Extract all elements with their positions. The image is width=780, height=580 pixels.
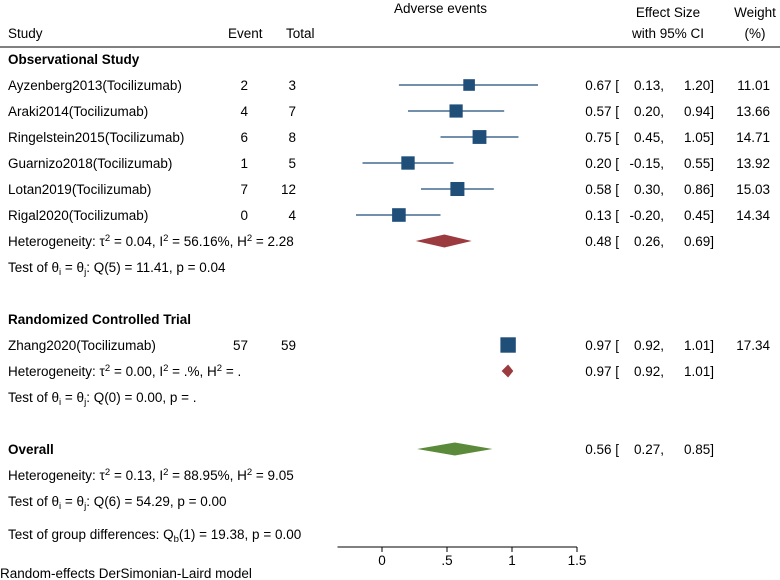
study-weight-1: 13.66 <box>736 104 770 119</box>
study-weight-5: 14.34 <box>736 208 770 223</box>
study-6-es: 0.97 [ <box>585 338 619 353</box>
study-total-3: 5 <box>288 156 296 171</box>
study-total-4: 12 <box>281 182 296 197</box>
study-2-ci-high: 1.05] <box>684 130 714 145</box>
study-event-4: 7 <box>240 182 248 197</box>
study-weight-4: 15.03 <box>736 182 770 197</box>
col-header-effect-size-ci: with 95% CI <box>631 26 704 41</box>
x-tick-label-1: .5 <box>441 553 452 568</box>
study-4-es: 0.58 [ <box>585 182 619 197</box>
study-event-1: 4 <box>240 104 248 119</box>
study-marker-1 <box>449 104 463 118</box>
study-1-ci-low: 0.20, <box>634 104 664 119</box>
x-tick-label-3: 1.5 <box>568 553 587 568</box>
study-label-5: Rigal2020(Tocilizumab) <box>8 208 148 223</box>
col-header-event: Event <box>228 26 263 41</box>
group-heterogeneity-1: Heterogeneity: τ2 = 0.00, I2 = .%, H2 = … <box>8 363 241 379</box>
study-3-ci-high: 0.55] <box>684 156 714 171</box>
group-pooled-0-ci-high: 0.69] <box>684 234 714 249</box>
study-1-es: 0.57 [ <box>585 104 619 119</box>
study-4-ci-low: 0.30, <box>634 182 664 197</box>
study-2-ci-low: 0.45, <box>634 130 664 145</box>
group-test-1: Test of θi = θj: Q(0) = 0.00, p = . <box>8 390 197 408</box>
study-event-6: 57 <box>233 338 248 353</box>
study-label-0: Ayzenberg2013(Tocilizumab) <box>8 78 182 93</box>
plot-title: Adverse events <box>394 1 487 16</box>
group-heading-0: Observational Study <box>8 52 140 67</box>
study-marker-3 <box>401 156 415 170</box>
col-header-weight: Weight <box>734 5 776 20</box>
study-label-3: Guarnizo2018(Tocilizumab) <box>8 156 172 171</box>
study-0-ci-high: 1.20] <box>684 78 714 93</box>
group-pooled-diamond-0 <box>415 234 472 248</box>
study-6-ci-low: 0.92, <box>634 338 664 353</box>
group-pooled-1-ci-high: 1.01] <box>684 364 714 379</box>
study-3-es: 0.20 [ <box>585 156 619 171</box>
study-6-ci-high: 1.01] <box>684 338 714 353</box>
overall-label: Overall <box>8 442 54 457</box>
group-heterogeneity-0: Heterogeneity: τ2 = 0.04, I2 = 56.16%, H… <box>8 233 294 249</box>
group-test-0: Test of θi = θj: Q(5) = 11.41, p = 0.04 <box>8 260 226 278</box>
group-pooled-0-es: 0.48 [ <box>585 234 619 249</box>
overall-test: Test of θi = θj: Q(6) = 54.29, p = 0.00 <box>8 494 227 512</box>
group-heading-1: Randomized Controlled Trial <box>8 312 191 327</box>
study-1-ci-high: 0.94] <box>684 104 714 119</box>
col-header-weight-unit: (%) <box>745 26 766 41</box>
col-header-effect-size: Effect Size <box>636 5 700 20</box>
study-weight-2: 14.71 <box>736 130 770 145</box>
study-2-es: 0.75 [ <box>585 130 619 145</box>
study-event-2: 6 <box>240 130 248 145</box>
study-event-3: 1 <box>240 156 248 171</box>
col-header-study: Study <box>8 26 43 41</box>
study-label-1: Araki2014(Tocilizumab) <box>8 104 148 119</box>
study-marker-0 <box>463 79 475 91</box>
study-marker-5 <box>392 208 406 222</box>
x-tick-label-0: 0 <box>378 553 386 568</box>
group-pooled-1-es: 0.97 [ <box>585 364 619 379</box>
study-label-4: Lotan2019(Tocilizumab) <box>8 182 151 197</box>
study-5-es: 0.13 [ <box>585 208 619 223</box>
overall-heterogeneity: Heterogeneity: τ2 = 0.13, I2 = 88.95%, H… <box>8 467 294 483</box>
study-weight-0: 11.01 <box>737 78 770 93</box>
study-5-ci-low: -0.20, <box>629 208 664 223</box>
study-total-5: 4 <box>288 208 296 223</box>
overall-es: 0.56 [ <box>585 442 619 457</box>
study-event-0: 2 <box>240 78 248 93</box>
overall-ci-high: 0.85] <box>684 442 714 457</box>
group-difference-test: Test of group differences: Qb(1) = 19.38… <box>8 527 301 545</box>
footnote: Random-effects DerSimonian-Laird model <box>0 566 252 580</box>
study-marker-2 <box>472 130 487 144</box>
overall-diamond <box>417 442 493 456</box>
overall-ci-low: 0.27, <box>634 442 664 457</box>
study-total-6: 59 <box>281 338 296 353</box>
col-header-total: Total <box>286 26 315 41</box>
study-total-2: 8 <box>288 130 296 145</box>
study-label-2: Ringelstein2015(Tocilizumab) <box>8 130 184 145</box>
group-pooled-1-ci-low: 0.92, <box>634 364 664 379</box>
study-0-ci-low: 0.13, <box>634 78 664 93</box>
study-4-ci-high: 0.86] <box>684 182 714 197</box>
study-total-0: 3 <box>288 78 296 93</box>
study-weight-6: 17.34 <box>736 338 770 353</box>
study-marker-4 <box>450 181 465 197</box>
x-tick-label-2: 1 <box>508 553 516 568</box>
group-pooled-diamond-1 <box>501 364 514 378</box>
study-total-1: 7 <box>288 104 296 119</box>
study-marker-6 <box>500 337 516 353</box>
study-3-ci-low: -0.15, <box>629 156 664 171</box>
study-label-6: Zhang2020(Tocilizumab) <box>8 338 156 353</box>
study-weight-3: 13.92 <box>736 156 770 171</box>
study-event-5: 0 <box>240 208 248 223</box>
study-0-es: 0.67 [ <box>585 78 619 93</box>
group-pooled-0-ci-low: 0.26, <box>634 234 664 249</box>
study-5-ci-high: 0.45] <box>684 208 714 223</box>
